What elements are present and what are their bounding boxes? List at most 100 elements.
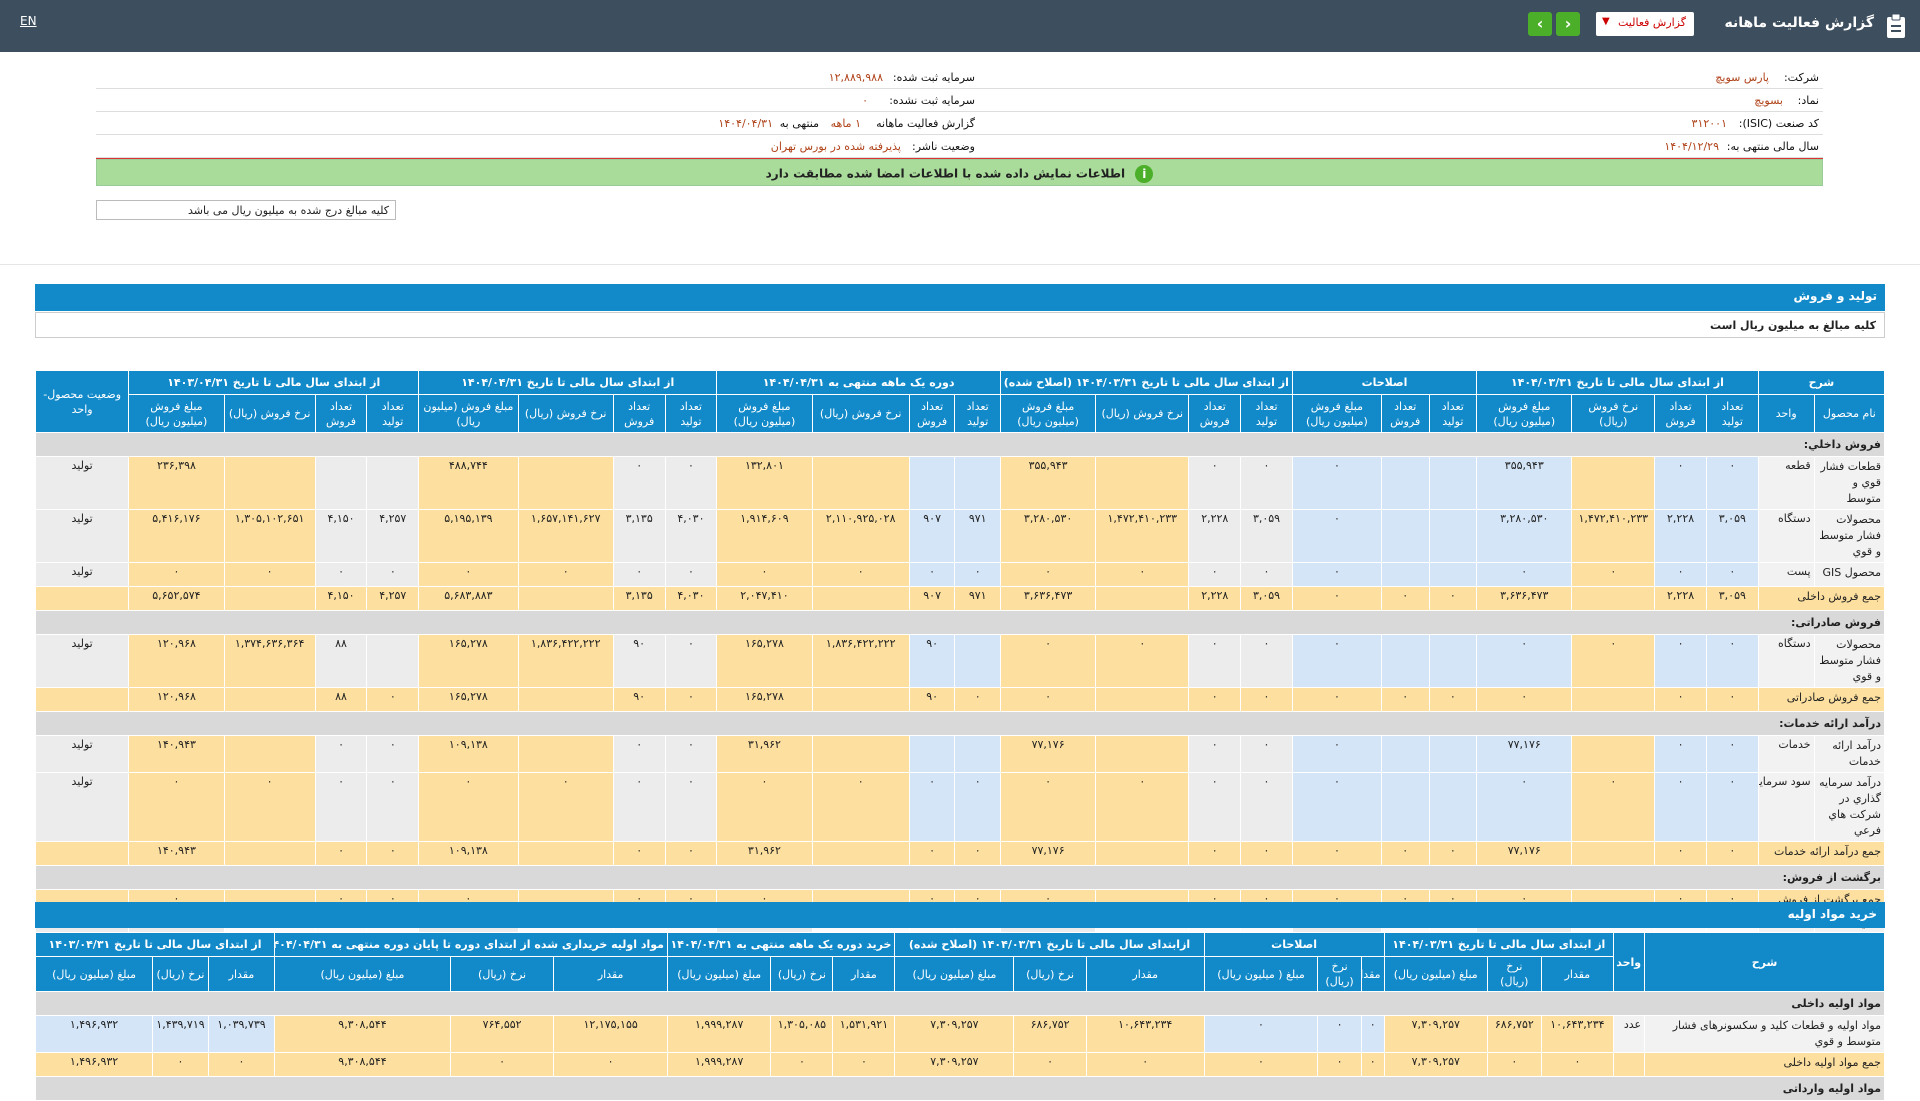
value-cell: ۷۶۴,۵۵۲	[449, 1015, 555, 1053]
value-cell: ۰	[1705, 634, 1759, 688]
value-cell: ۰	[811, 772, 910, 842]
product-name: درآمد ارائه خدمات	[1813, 735, 1886, 773]
value-cell: ۰	[1291, 586, 1382, 611]
value-cell: ۰	[449, 1052, 555, 1077]
col-group-ytd-1403: از ابتدای سال مالی تا تاریخ ۱۴۰۳/۰۴/۳۱	[128, 370, 420, 395]
value-cell: ۰	[1240, 735, 1293, 773]
value-cell: ۷,۳۰۹,۲۵۷	[894, 1015, 1015, 1053]
value-cell	[954, 634, 1001, 688]
value-cell: ۰	[1571, 562, 1656, 587]
material-unit	[1613, 1052, 1646, 1077]
isic-value: ۳۱۲۰۰۱	[1691, 117, 1727, 130]
material-name: مواد اولیه و قطعات کلید و سکسونرهای فشار…	[1644, 1015, 1885, 1053]
value-cell: ۰	[1188, 634, 1242, 688]
value-cell: ۰	[612, 772, 666, 842]
col-header: نام محصول	[1813, 394, 1886, 433]
status-cell	[34, 586, 130, 611]
value-cell: ۱۰۹,۱۳۸	[418, 841, 519, 866]
value-cell: ۰	[1705, 772, 1759, 842]
col-header: مقدار	[553, 956, 668, 992]
col-header: مبلغ (میلیون ریال)	[274, 956, 451, 992]
value-cell	[1095, 586, 1190, 611]
value-cell: ۰	[1360, 1052, 1385, 1077]
col-header: مبلغ (میلیون ریال)	[1383, 956, 1488, 992]
col-group-ytd-0331: از ابتدای سال مالی تا تاریخ ۱۴۰۴/۰۳/۳۱	[1476, 370, 1759, 395]
raw-col-unit: واحد	[1613, 932, 1646, 992]
value-cell: ۰	[832, 1052, 896, 1077]
next-button[interactable]: ›	[1556, 12, 1580, 36]
value-cell: ۰	[664, 735, 718, 773]
value-cell: ۴,۱۵۰	[314, 509, 368, 563]
group-row: مواد اولیه وارداتی	[35, 1076, 1885, 1101]
col-header: تعداد فروش	[1188, 394, 1242, 433]
value-cell: ۷,۳۰۹,۲۵۷	[894, 1052, 1015, 1077]
col-header: تعداد فروش	[908, 394, 956, 433]
col-header: نرخ فروش (ریال)	[223, 394, 316, 433]
raw-col-desc: شرح	[1644, 932, 1885, 992]
col-group-desc: شرح	[1757, 370, 1886, 395]
col-header: نرخ (ریال)	[1013, 956, 1087, 992]
col-header: واحد	[1757, 394, 1815, 433]
product-name: محصولات فشار متوسط و قوي	[1813, 634, 1886, 688]
value-cell: ۹,۳۰۸,۵۴۴	[274, 1015, 451, 1053]
value-cell: ۰	[664, 456, 718, 510]
value-cell	[908, 456, 956, 510]
value-cell	[1095, 841, 1190, 866]
value-cell	[1380, 772, 1430, 842]
prev-button[interactable]: ‹	[1528, 12, 1552, 36]
product-unit: خدمات	[1757, 735, 1815, 773]
col-header: نرخ (ریال)	[770, 956, 834, 992]
table-row: جمع فروش داخلی ۳,۰۵۹ ۲,۲۲۸ ۳,۶۳۶,۴۷۳ ۰ ۰ ۰ ۳,۰۵…	[34, 586, 1886, 611]
status-cell: تولید	[34, 456, 130, 510]
value-cell: ۰	[612, 735, 666, 773]
col-group-ytd-0431: از ابتدای سال مالی تا تاریخ ۱۴۰۴/۰۴/۳۱	[418, 370, 718, 395]
value-cell: ۵,۶۸۳,۸۸۳	[418, 586, 519, 611]
col-header: مقدار	[1085, 956, 1205, 992]
value-cell: ۰	[1705, 562, 1759, 587]
col-header: تعداد تولید	[1705, 394, 1759, 433]
value-cell: ۱,۹۹۹,۲۸۷	[666, 1015, 772, 1053]
report-value2: منتهی به	[779, 117, 819, 130]
value-cell: ۷۷,۱۷۶	[999, 841, 1097, 866]
group-label: درآمد ارائه خدمات:	[35, 711, 1885, 736]
value-cell	[954, 735, 1001, 773]
value-cell: ۳,۰۵۹	[1705, 509, 1759, 563]
language-toggle[interactable]: EN	[20, 14, 37, 28]
value-cell: ۹۷۱	[954, 509, 1001, 563]
col-header: نرخ (ریال)	[1486, 956, 1542, 992]
col-header: نرخ (ریال)	[152, 956, 209, 992]
value-cell: ۰	[1380, 687, 1430, 712]
value-cell: ۲,۲۲۸	[1654, 509, 1707, 563]
unreg-capital-value: ۰	[862, 94, 868, 107]
value-cell: ۰	[999, 634, 1097, 688]
symbol-value: بسویچ	[1754, 94, 1783, 107]
arrow-left-icon: ‹	[1536, 14, 1544, 33]
value-cell: ۳,۰۵۹	[1705, 586, 1759, 611]
raw-col-ytd-0331-adj: ازابتدای سال مالی تا تاریخ ۱۴۰۴/۰۳/۳۱ (ا…	[894, 932, 1205, 957]
raw-col-month-0431: خرید دوره یک ماهه منتهی به ۱۴۰۴/۰۴/۳۱	[666, 932, 896, 957]
value-cell	[517, 456, 614, 510]
product-name: درآمد سرمایه گذاري در شرکت هاي فرعي	[1813, 772, 1886, 842]
value-cell: ۷,۳۰۹,۲۵۷	[1383, 1052, 1488, 1077]
col-header: تعداد فروش	[1654, 394, 1707, 433]
material-unit: عدد	[1613, 1015, 1646, 1053]
value-cell: ۰	[999, 772, 1097, 842]
value-cell: ۰	[1291, 456, 1382, 510]
value-cell	[223, 687, 316, 712]
top-bar: EN گزارش فعالیت ماهانه گزارش فعالیت ▼ › …	[0, 0, 1920, 52]
value-cell	[1095, 687, 1190, 712]
value-cell: ۰	[1476, 772, 1573, 842]
table-row: درآمد سرمایه گذاري در شرکت هاي فرعي سود س…	[34, 772, 1886, 842]
value-cell: ۰	[1240, 634, 1293, 688]
value-cell: ۰	[1654, 634, 1707, 688]
value-cell: ۰	[811, 562, 910, 587]
col-header: تعداد تولید	[954, 394, 1001, 433]
value-cell: ۰	[223, 772, 316, 842]
report-type-select[interactable]: گزارش فعالیت ▼	[1596, 12, 1694, 36]
status-cell: تولید	[34, 772, 130, 842]
value-cell	[1428, 735, 1478, 773]
product-name: محصول GIS	[1813, 562, 1886, 587]
report-value: ۱ ماهه	[830, 117, 861, 130]
product-name: جمع فروش داخلی	[1757, 586, 1886, 611]
value-cell: ۰	[314, 735, 368, 773]
